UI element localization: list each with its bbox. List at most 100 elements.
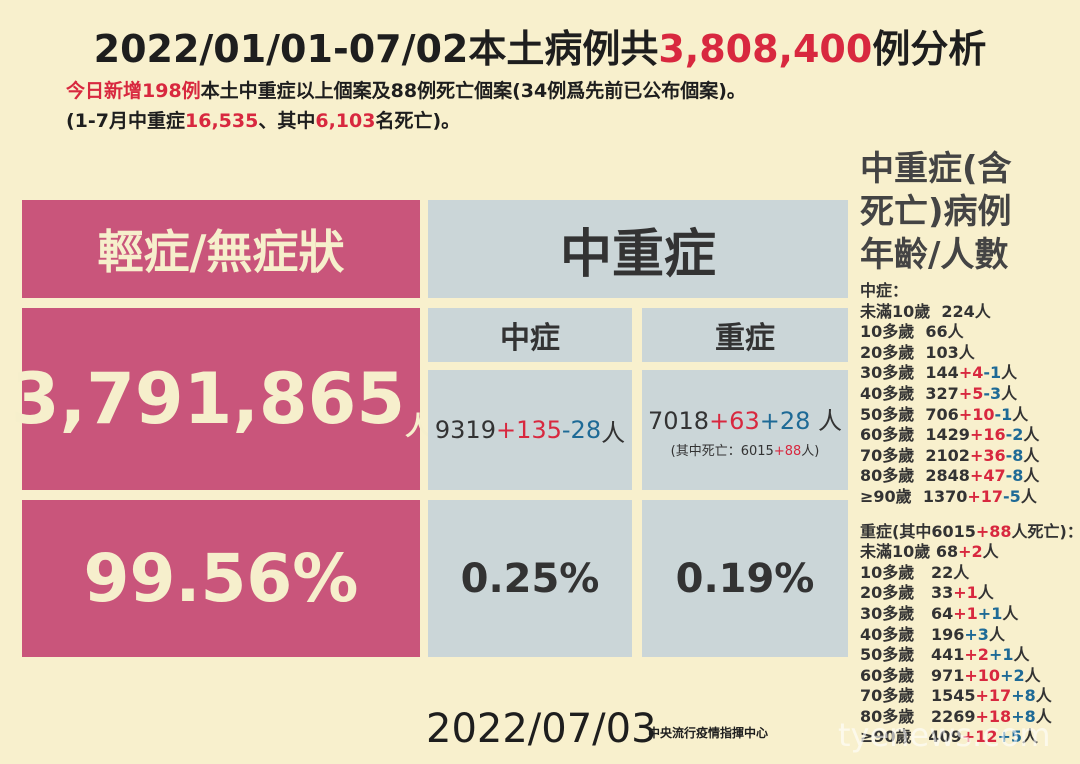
- age-row: 未滿10歲 68+2人: [860, 542, 1080, 563]
- age-row: 70多歲 2102+36-8人: [860, 446, 1080, 467]
- age-row: 20多歲 103人: [860, 343, 1080, 364]
- severe-group-header: 中重症: [428, 200, 848, 298]
- text-segment: 人: [1023, 466, 1040, 486]
- text-segment: 人: [1001, 363, 1018, 383]
- text-segment: +2: [958, 542, 983, 562]
- text-segment: 9319: [434, 416, 496, 444]
- text-segment: 30多歲 64: [860, 603, 954, 623]
- text-segment: 40多歲 196: [860, 624, 965, 644]
- sidebar-title: 中重症(含: [860, 149, 1012, 189]
- age-row: 10多歲 22人: [860, 563, 1080, 584]
- text-segment: +2: [964, 645, 989, 665]
- text-segment: 70多歲 2102: [860, 445, 970, 465]
- text-segment: 人: [1024, 665, 1041, 685]
- text-segment: +63: [709, 407, 760, 435]
- text-segment: 人: [1035, 706, 1052, 726]
- text-segment: +10: [964, 665, 1001, 685]
- sidebar-title: 死亡)病例: [860, 192, 1012, 232]
- age-row: 未滿10歲 224人: [860, 302, 1080, 323]
- text-segment: 人: [988, 624, 1005, 644]
- mild-count-cell: 3,791,865 人: [11, 308, 431, 490]
- text-segment: 人: [1002, 603, 1019, 623]
- age-row: 30多歲 64+1+1人: [860, 604, 1080, 625]
- text-segment: 人: [982, 542, 999, 562]
- text-segment: +1: [977, 603, 1003, 623]
- text-segment: (其中死亡：6015: [670, 444, 774, 459]
- text-segment: +2: [1000, 665, 1025, 685]
- text-segment: 、其中: [258, 110, 316, 132]
- text-segment: 80多歲 2269: [860, 706, 976, 726]
- age-row: ≥90歲 409+12+5人: [860, 727, 1080, 748]
- section-label: 中症：: [860, 281, 1080, 302]
- text-segment: 人: [1035, 686, 1052, 706]
- text-segment: +1: [953, 583, 978, 603]
- text-segment: -28: [561, 416, 602, 444]
- text-segment: -8: [1005, 445, 1024, 465]
- age-row: 50多歲 706+10-1人: [860, 405, 1080, 426]
- age-row: 60多歲 1429+16-2人: [860, 425, 1080, 446]
- severe-header: 重症: [642, 308, 848, 362]
- text-segment: 人: [1023, 425, 1040, 445]
- text-segment: +3: [964, 624, 989, 644]
- text-segment: 70多歲 1545: [860, 686, 976, 706]
- text-segment: +1: [988, 645, 1014, 665]
- text-segment: 10多歲 66人: [860, 322, 964, 342]
- age-row: ≥90歲 1370+17-5人: [860, 487, 1080, 508]
- age-row: 10多歲 66人: [860, 322, 1080, 343]
- text-segment: 本土中重症以上個案及88例死亡個案(34例爲先前已公布個案)。: [200, 80, 746, 102]
- mild-header: 輕症/無症狀: [22, 200, 420, 298]
- text-segment: 20多歲 103人: [860, 342, 975, 362]
- text-segment: +10: [958, 404, 995, 424]
- mild-count: 3,791,865: [10, 358, 406, 440]
- subtitle-line: (1-7月中重症16,535、其中6,103名死亡)。: [66, 106, 460, 133]
- text-segment: 30多歲 144: [860, 363, 959, 383]
- text-segment: 16,535: [185, 110, 259, 132]
- text-segment: -1: [994, 404, 1013, 424]
- text-segment: 6,103: [315, 110, 376, 132]
- text-segment: 例分析: [872, 27, 987, 71]
- text-segment: +18: [975, 706, 1012, 726]
- text-segment: 60多歲 1429: [860, 425, 970, 445]
- text-segment: 80多歲 2848: [860, 466, 970, 486]
- text-segment: 人死亡)：: [1011, 521, 1080, 541]
- text-segment: 人: [601, 418, 626, 447]
- text-segment: 人: [1022, 727, 1039, 747]
- text-segment: 中症：: [860, 281, 909, 300]
- text-segment: 50多歲 706: [860, 404, 959, 424]
- text-segment: 名死亡)。: [375, 110, 461, 132]
- text-segment: -1: [983, 363, 1002, 383]
- text-segment: ≥90歲 409: [860, 727, 962, 747]
- text-segment: 人: [1023, 445, 1040, 465]
- text-segment: +4: [958, 363, 984, 383]
- subtitle-line: 今日新增198例本土中重症以上個案及88例死亡個案(34例爲先前已公布個案)。: [66, 76, 746, 103]
- text-segment: 人): [801, 444, 820, 459]
- text-segment: +8: [1011, 706, 1036, 726]
- severe-value-cell: 7018+63+28 人 (其中死亡：6015+88人): [642, 370, 848, 490]
- text-segment: +1: [953, 603, 978, 623]
- age-row: 70多歲 1545+17+8人: [860, 686, 1080, 707]
- age-row: 40多歲 327+5-3人: [860, 384, 1080, 405]
- text-segment: 10多歲 22人: [860, 562, 970, 582]
- org: 中央流行疫情指揮中心: [648, 726, 769, 740]
- text-segment: -2: [1005, 425, 1024, 445]
- text-segment: +28: [759, 407, 811, 435]
- text-segment: +8: [1011, 686, 1036, 706]
- text-segment: +88: [975, 521, 1012, 541]
- text-segment: 20多歲 33: [860, 583, 954, 603]
- moderate-value: 9319 +135 -28 人: [428, 370, 632, 490]
- text-segment: 50多歲 441: [860, 645, 965, 665]
- sidebar: 中重症(含 死亡)病例 年齡/人數 中症： 未滿10歲 224人 10多歲 66人 20多歲…: [860, 148, 1080, 748]
- text-segment: +5: [997, 727, 1023, 747]
- date: 2022/07/03: [426, 706, 657, 752]
- text-segment: +135: [495, 416, 562, 444]
- age-row: 40多歲 196+3人: [860, 625, 1080, 646]
- age-row: 80多歲 2848+47-8人: [860, 466, 1080, 487]
- text-segment: +36: [969, 445, 1006, 465]
- severe-value: 7018+63+28 人: [648, 401, 842, 436]
- text-segment: 人: [1012, 404, 1029, 424]
- text-segment: +17: [975, 686, 1012, 706]
- text-segment: 人: [1013, 645, 1030, 665]
- text-segment: 人: [977, 583, 994, 603]
- text-segment: -5: [1003, 486, 1021, 506]
